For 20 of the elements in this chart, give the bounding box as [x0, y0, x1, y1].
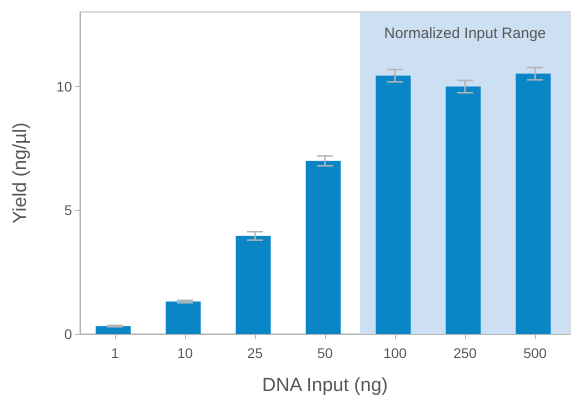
- x-tick-label: 50: [317, 345, 333, 361]
- bar: [306, 160, 341, 334]
- bar: [516, 74, 551, 334]
- x-tick-label: 10: [177, 345, 193, 361]
- bar: [236, 236, 271, 334]
- bar: [96, 326, 131, 334]
- bar: [166, 302, 201, 334]
- x-tick-label: 1: [111, 345, 120, 361]
- bar: [376, 76, 411, 334]
- x-tick-label: 250: [453, 345, 477, 361]
- x-tick-label: 25: [247, 345, 263, 361]
- band-label: Normalized Input Range: [384, 25, 546, 42]
- y-axis-title: Yield (ng/µl): [10, 122, 31, 224]
- x-axis-title: DNA Input (ng): [262, 375, 388, 396]
- y-tick-label: 10: [56, 78, 72, 94]
- x-tick-label: 100: [383, 345, 407, 361]
- y-tick-label: 5: [64, 202, 72, 218]
- y-tick-label: 0: [64, 326, 72, 342]
- bar: [446, 86, 481, 334]
- x-tick-label: 500: [523, 345, 547, 361]
